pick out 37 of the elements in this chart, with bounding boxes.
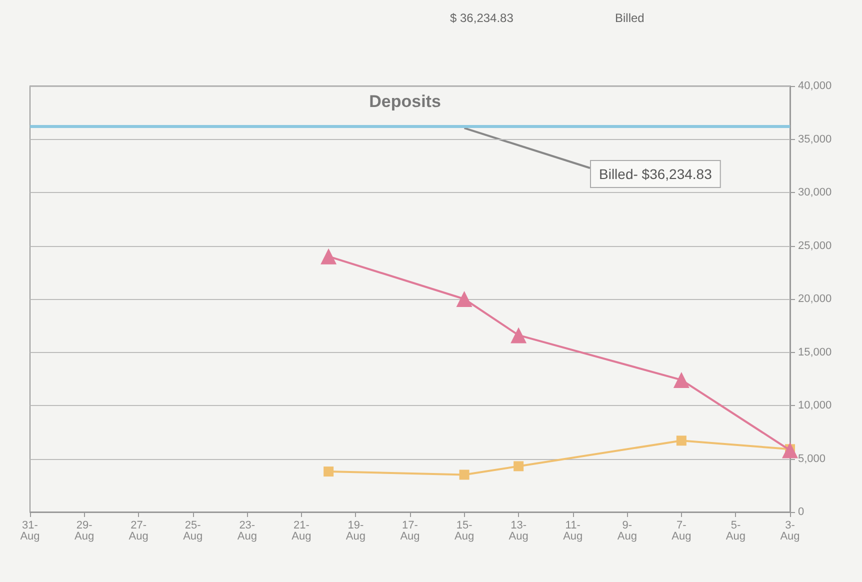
- x-tick-label: 29-Aug: [74, 520, 94, 542]
- x-tick-label: 27-Aug: [128, 520, 148, 542]
- x-tick-label: 3-Aug: [780, 520, 800, 542]
- point: [673, 372, 690, 388]
- chart-title: Deposits: [369, 92, 441, 111]
- y-tick-label: 35,000: [798, 133, 832, 146]
- x-tick-label: 25-Aug: [183, 520, 203, 542]
- x-tick-label: 5-Aug: [726, 520, 746, 542]
- text: $ 36,234.83: [450, 11, 514, 25]
- point: [676, 436, 686, 446]
- x-tick-label: 11-Aug: [563, 520, 583, 542]
- y-tick-label: 15,000: [798, 346, 832, 358]
- y-tick-label: 30,000: [798, 186, 832, 198]
- point: [459, 470, 470, 480]
- point: [324, 466, 334, 477]
- x-tick-label: 17-Aug: [400, 520, 420, 542]
- x-tick-label: 23-Aug: [237, 520, 257, 542]
- y-tick-label: 5,000: [798, 452, 826, 465]
- x-tick-label: 15-Aug: [454, 520, 474, 542]
- ref-line-label: Billed- $36,234.83: [599, 166, 712, 182]
- point: [320, 248, 337, 264]
- point: [456, 291, 472, 307]
- x-tick-label: 7-Aug: [672, 520, 692, 542]
- text: Billed: [615, 11, 644, 25]
- x-tick-label: 9-Aug: [617, 520, 637, 542]
- y-tick-label: 40,000: [798, 80, 832, 92]
- x-tick-label: 13-Aug: [508, 520, 528, 542]
- point: [514, 461, 524, 472]
- y-tick-label: 10,000: [798, 400, 832, 412]
- x-tick-label: 19-Aug: [346, 520, 366, 542]
- point: [782, 442, 798, 458]
- point: [510, 327, 527, 344]
- y-tick-label: 0: [798, 506, 804, 518]
- y-tick-label: 25,000: [798, 240, 832, 252]
- x-tick-label: 21-Aug: [292, 520, 312, 542]
- y-tick-label: 20,000: [798, 293, 832, 305]
- x-tick-label: 31-Aug: [20, 520, 40, 542]
